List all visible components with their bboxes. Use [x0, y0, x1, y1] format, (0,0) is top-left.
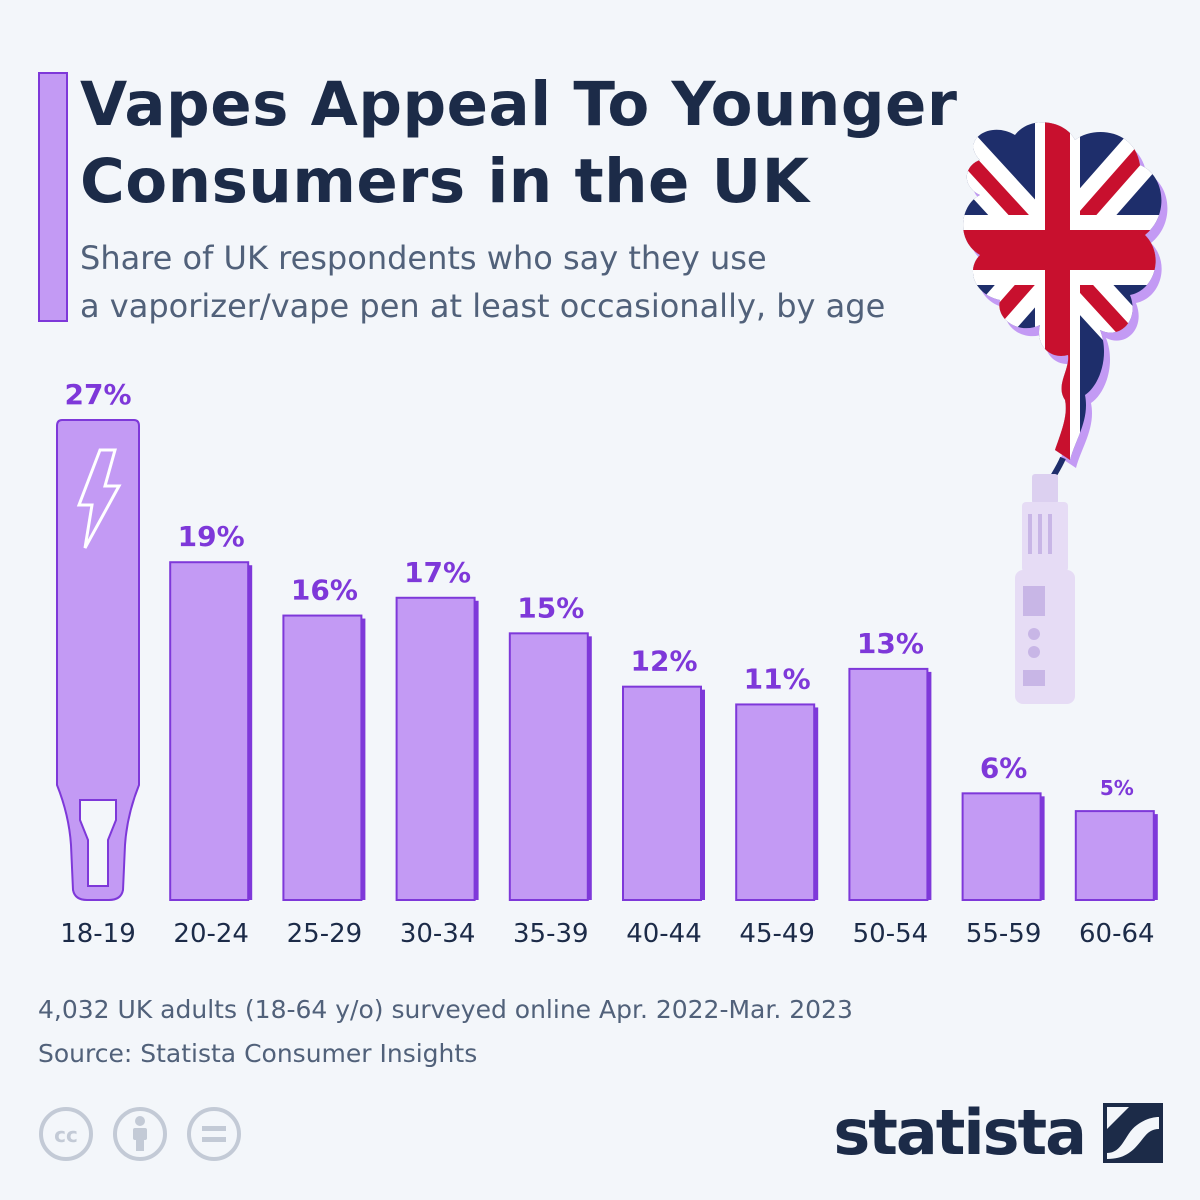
title-line-2: Consumers in the UK — [80, 146, 810, 217]
bar-50-54 — [848, 667, 929, 901]
mouthpiece-icon — [79, 799, 117, 887]
data-label: 13% — [857, 627, 924, 660]
license-icons: cc — [39, 1107, 241, 1161]
logo-text: statista — [833, 1096, 1087, 1169]
subtitle-line-2: a vaporizer/vape pen at least occasional… — [80, 287, 886, 325]
data-label: 27% — [64, 378, 131, 411]
data-label: 19% — [178, 520, 245, 553]
bar-group: 16% 25-29 — [282, 574, 366, 949]
statista-logo[interactable]: statista — [833, 1098, 1163, 1168]
data-label: 17% — [404, 556, 471, 589]
x-tick-label: 18-19 — [60, 919, 136, 949]
subtitle-line-1: Share of UK respondents who say they use — [80, 239, 767, 277]
bar-group: 19% 20-24 — [169, 520, 253, 949]
bar-group: 17% 30-34 — [395, 556, 479, 949]
data-label: 15% — [517, 591, 584, 624]
data-label: 6% — [980, 751, 1028, 784]
bar-55-59 — [961, 792, 1042, 902]
lightning-icon — [76, 448, 122, 549]
x-tick-label: 55-59 — [966, 919, 1042, 949]
bar-60-64 — [1074, 810, 1155, 901]
footer-notes: 4,032 UK adults (18-64 y/o) surveyed onl… — [38, 988, 1038, 1076]
vape-device-icon — [1015, 474, 1075, 704]
bar-group: 5% 60-64 — [1074, 776, 1158, 949]
bar-35-39 — [508, 632, 589, 901]
title-accent-bar — [38, 72, 68, 322]
bar-group: 12% 40-44 — [622, 645, 705, 949]
x-tick-label: 20-24 — [173, 919, 249, 949]
bar-chart: 27% 18-19 19% 20-24 16% 25-29 17% 30-34 15% 35-39… — [56, 378, 1158, 949]
union-jack-smoke-cloud-icon — [963, 122, 1168, 494]
x-tick-label: 35-39 — [513, 919, 589, 949]
page-title: Vapes Appeal To Younger Consumers in the… — [80, 66, 980, 220]
bar-40-44 — [622, 685, 702, 901]
svg-text:cc: cc — [54, 1123, 78, 1147]
title-line-1: Vapes Appeal To Younger — [80, 69, 958, 140]
chart-subtitle: Share of UK respondents who say they use… — [80, 234, 1000, 330]
x-tick-label: 45-49 — [739, 919, 815, 949]
statista-logo-icon — [1103, 1103, 1163, 1163]
bar-group: 11% 45-49 — [735, 662, 819, 949]
survey-note: 4,032 UK adults (18-64 y/o) surveyed onl… — [38, 995, 853, 1024]
bar-group: 27% 18-19 — [56, 378, 140, 949]
data-label: 12% — [630, 645, 697, 678]
attribution-icon[interactable] — [113, 1107, 167, 1161]
bar-group: 6% 55-59 — [961, 751, 1045, 949]
no-derivatives-icon[interactable] — [187, 1107, 241, 1161]
data-label: 5% — [1100, 776, 1134, 800]
x-tick-label: 25-29 — [287, 919, 363, 949]
bar-45-49 — [735, 703, 816, 902]
bar-group: 15% 35-39 — [508, 591, 592, 949]
x-tick-label: 30-34 — [400, 919, 476, 949]
data-label: 16% — [291, 574, 358, 607]
bar-25-29 — [282, 614, 363, 902]
bar-20-24 — [169, 561, 250, 901]
x-tick-label: 40-44 — [626, 919, 702, 949]
bar-30-34 — [395, 596, 476, 901]
bar-18-19 — [56, 419, 140, 901]
x-tick-label: 50-54 — [853, 919, 929, 949]
x-tick-label: 60-64 — [1079, 919, 1155, 949]
source-note: Source: Statista Consumer Insights — [38, 1039, 478, 1068]
bar-group: 13% 50-54 — [848, 627, 932, 949]
cc-icon[interactable]: cc — [39, 1107, 93, 1161]
data-label: 11% — [744, 662, 811, 695]
